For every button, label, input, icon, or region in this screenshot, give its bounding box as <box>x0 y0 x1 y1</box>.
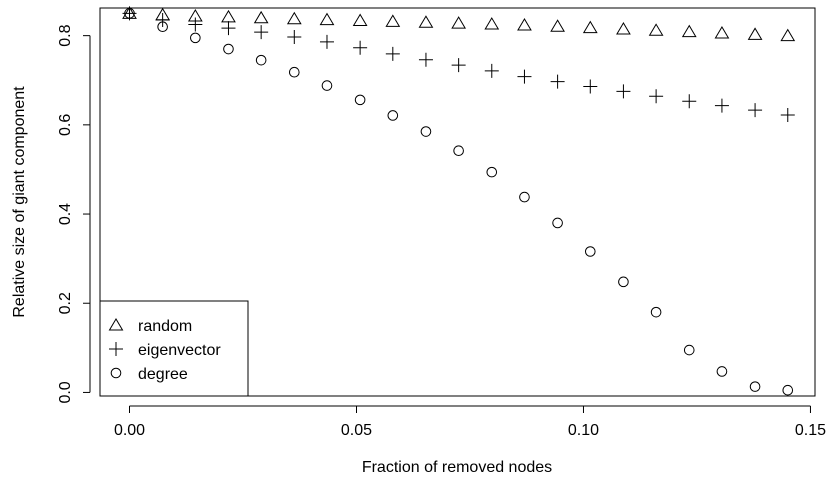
point-random <box>451 16 467 29</box>
point-degree <box>552 217 563 229</box>
point-degree <box>387 110 399 121</box>
point-eigenvector <box>287 29 302 44</box>
point-eigenvector <box>319 34 334 49</box>
point-random <box>681 24 697 38</box>
point-random <box>747 27 763 40</box>
point-random <box>484 17 500 30</box>
point-random <box>550 19 565 32</box>
x-tick-label: 0.00 <box>114 422 145 439</box>
point-degree <box>157 21 168 33</box>
point-random <box>253 10 269 24</box>
legend-label-random: random <box>138 318 192 335</box>
point-random <box>286 11 302 25</box>
point-random <box>385 14 401 27</box>
legend: random eigenvector degree <box>99 300 249 397</box>
point-eigenvector <box>451 58 466 73</box>
legend-label-degree: degree <box>138 366 188 383</box>
point-eigenvector <box>221 21 236 36</box>
point-degree <box>749 381 761 392</box>
point-degree <box>420 126 432 137</box>
point-degree <box>486 166 498 178</box>
point-degree <box>782 384 794 396</box>
point-degree <box>618 276 629 288</box>
point-random <box>517 17 532 31</box>
point-random <box>418 15 434 28</box>
point-eigenvector <box>188 17 203 32</box>
point-degree <box>223 43 234 55</box>
legend-marker-degree <box>110 367 122 379</box>
point-random <box>714 25 730 39</box>
data-points <box>122 6 796 396</box>
y-tick-label: 0.6 <box>57 114 74 136</box>
x-tick-label: 0.10 <box>568 422 599 439</box>
point-eigenvector <box>517 69 532 84</box>
point-degree <box>453 145 464 157</box>
point-random <box>352 13 368 26</box>
point-eigenvector <box>649 89 664 104</box>
x-tick-label: 0.05 <box>341 422 372 439</box>
legend-marker-eigenvector <box>109 342 123 356</box>
point-degree <box>124 8 135 19</box>
point-eigenvector <box>780 108 795 123</box>
point-eigenvector <box>550 74 565 89</box>
point-degree <box>584 246 596 257</box>
point-degree <box>683 344 695 356</box>
plot-area-frame <box>99 7 816 397</box>
point-degree <box>321 80 333 91</box>
y-tick-label: 0.4 <box>57 203 74 225</box>
legend-marker-random <box>108 318 124 331</box>
point-eigenvector <box>155 13 170 28</box>
point-degree <box>650 306 662 318</box>
y-tick-label: 0.2 <box>57 292 74 314</box>
point-random <box>582 20 598 34</box>
point-eigenvector <box>714 98 729 113</box>
x-tick-label: 0.15 <box>795 422 826 439</box>
point-degree <box>354 94 366 106</box>
legend-label-eigenvector: eigenvector <box>138 342 221 359</box>
point-eigenvector <box>748 103 763 118</box>
point-degree <box>519 191 530 203</box>
point-degree <box>255 54 267 66</box>
point-eigenvector <box>254 25 269 40</box>
point-eigenvector <box>616 84 631 99</box>
point-degree <box>716 366 728 377</box>
point-random <box>319 12 335 26</box>
y-tick-label: 0.0 <box>57 381 74 403</box>
point-eigenvector <box>583 79 598 94</box>
point-degree <box>288 66 300 78</box>
point-eigenvector <box>353 40 368 55</box>
point-random <box>616 21 631 35</box>
point-random <box>780 28 796 42</box>
point-eigenvector <box>484 63 499 78</box>
point-eigenvector <box>682 94 697 109</box>
x-axis: 0.00 0.05 0.10 0.15 <box>114 405 826 439</box>
legend-box <box>99 300 249 397</box>
point-eigenvector <box>385 46 400 61</box>
y-axis: 0.0 0.2 0.4 0.6 0.8 <box>57 24 91 404</box>
point-eigenvector <box>418 52 433 67</box>
y-axis-title: Relative size of giant component <box>11 86 28 318</box>
point-degree <box>190 32 201 44</box>
y-tick-label: 0.8 <box>57 24 74 46</box>
point-random <box>648 23 664 36</box>
x-axis-title: Fraction of removed nodes <box>362 459 552 476</box>
